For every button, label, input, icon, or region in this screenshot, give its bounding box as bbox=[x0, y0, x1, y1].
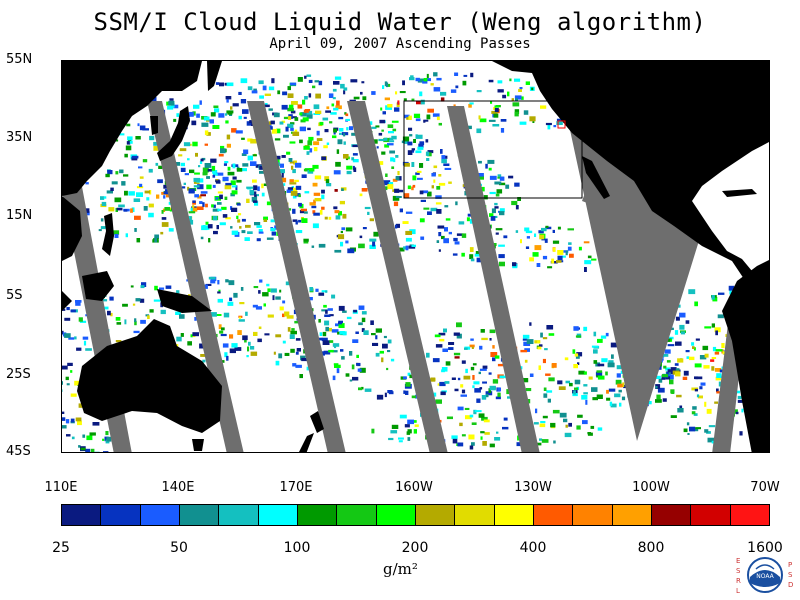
colorbar-swatch bbox=[691, 505, 731, 525]
land-cuba bbox=[722, 189, 757, 197]
lat-label-15n: 15N bbox=[6, 208, 33, 223]
colorbar-label-1600: 1600 bbox=[747, 540, 783, 556]
land-borneo bbox=[82, 271, 114, 301]
lat-label-35n: 35N bbox=[6, 130, 33, 145]
cloud-water-map bbox=[61, 60, 770, 453]
colorbar-swatch bbox=[297, 505, 338, 525]
swath-gap bbox=[147, 101, 244, 452]
colorbar-swatch bbox=[612, 505, 652, 525]
logo-letter: L bbox=[736, 587, 740, 595]
colorbar-swatch bbox=[376, 505, 416, 525]
colorbar-label-200: 200 bbox=[401, 540, 429, 556]
land-new-guinea bbox=[157, 289, 212, 313]
land-philippines bbox=[102, 213, 114, 256]
lon-label-140e: 140E bbox=[161, 480, 195, 495]
land-kamchatka bbox=[207, 61, 222, 91]
land-south-america bbox=[722, 260, 769, 452]
lon-label-100w: 100W bbox=[632, 480, 670, 495]
lon-label-110e: 110E bbox=[44, 480, 78, 495]
colorbar-label-100: 100 bbox=[283, 540, 311, 556]
swath-gap bbox=[247, 101, 346, 452]
lon-label-160w: 160W bbox=[395, 480, 433, 495]
land-baja bbox=[582, 156, 610, 199]
lon-label-130w: 130W bbox=[514, 480, 552, 495]
colorbar-swatch bbox=[573, 505, 613, 525]
map-subtitle: April 09, 2007 Ascending Passes bbox=[269, 36, 531, 52]
colorbar-swatch bbox=[494, 505, 534, 525]
land bbox=[62, 61, 769, 452]
location-marker bbox=[557, 120, 566, 129]
swath-gap bbox=[447, 106, 540, 452]
lat-label-45s: 45S bbox=[6, 444, 31, 459]
lat-label-55n: 55N bbox=[6, 52, 33, 67]
lon-label-70w: 70W bbox=[750, 480, 780, 495]
lon-label-170e: 170E bbox=[279, 480, 313, 495]
map-canvas bbox=[62, 61, 769, 452]
logo-letter: P bbox=[788, 561, 793, 569]
logo-letter: S bbox=[736, 567, 741, 575]
land-sumatra bbox=[62, 291, 72, 311]
colorbar-swatch bbox=[730, 505, 769, 525]
colorbar-swatch bbox=[337, 505, 377, 525]
colorbar-swatch bbox=[415, 505, 456, 525]
logo-letter: R bbox=[736, 577, 741, 585]
land-tasmania bbox=[192, 439, 204, 451]
colorbar-label-800: 800 bbox=[637, 540, 665, 556]
lat-label-25s: 25S bbox=[6, 367, 31, 382]
colorbar-swatch bbox=[651, 505, 692, 525]
logo-letter: E bbox=[736, 557, 741, 565]
colorbar-label-400: 400 bbox=[519, 540, 547, 556]
logo-letter: D bbox=[788, 581, 794, 589]
colorbar-swatch bbox=[258, 505, 298, 525]
colorbar-swatch bbox=[62, 505, 102, 525]
logo-letter: S bbox=[788, 571, 793, 579]
colorbar-swatch bbox=[140, 505, 180, 525]
map-title: SSM/I Cloud Liquid Water (Weng algorithm… bbox=[93, 8, 707, 36]
colorbar-swatch bbox=[219, 505, 259, 525]
land-australia bbox=[77, 319, 222, 433]
colorbar-label-25: 25 bbox=[52, 540, 70, 556]
no-data-swaths bbox=[62, 101, 750, 452]
lat-label-5s: 5S bbox=[6, 288, 23, 303]
colorbar bbox=[61, 504, 770, 526]
land-indochina bbox=[62, 196, 82, 261]
colorbar-swatch bbox=[455, 505, 495, 525]
units-label: g/m² bbox=[383, 560, 418, 578]
land-asia bbox=[62, 61, 202, 196]
colorbar-swatch bbox=[101, 505, 141, 525]
swath-gap bbox=[347, 101, 448, 452]
land-korea bbox=[150, 116, 158, 135]
colorbar-swatch bbox=[179, 505, 220, 525]
land-new-zealand bbox=[299, 411, 324, 452]
colorbar-label-50: 50 bbox=[170, 540, 188, 556]
noaa-logo: E S R L NOAA P S D bbox=[734, 555, 796, 597]
noaa-emblem-icon: NOAA bbox=[747, 557, 783, 593]
region-box bbox=[403, 100, 583, 199]
land-japan bbox=[157, 106, 190, 161]
land-north-america bbox=[492, 61, 769, 291]
svg-text:NOAA: NOAA bbox=[756, 573, 774, 580]
colorbar-swatch bbox=[533, 505, 574, 525]
